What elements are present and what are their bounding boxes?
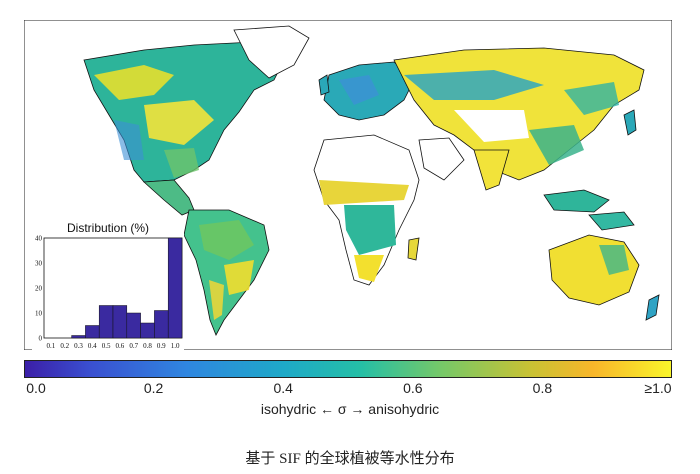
hist-bar [154,310,169,339]
colorbar-tick-label: 0.6 [403,380,423,396]
hist-x-tick-label: 0.4 [88,342,97,350]
hist-bar [140,322,155,339]
hist-y-tick-label: 20 [35,285,43,293]
hist-y-tick-label: 40 [35,235,43,243]
hist-y-tick-label: 0 [39,335,43,343]
hist-x-tick-label: 0.3 [74,342,83,350]
figure-caption: 基于 SIF 的全球植被等水性分布 [245,451,455,467]
hist-bar [167,237,183,339]
hist-x-tick-label: 1.0 [171,342,180,350]
hist-bar [98,305,114,339]
colorbar-tick-label: 0.2 [143,380,164,396]
hist-bar [112,305,128,339]
hist-x-ticks: 0.1 0.2 0.3 0.4 0.5 0.6 0.7 0.8 0.9 1.0 [47,342,180,350]
hist-y-tick-label: 10 [35,310,43,318]
colorbar [24,360,672,378]
hist-x-tick-label: 0.9 [157,342,166,350]
hist-bar [85,325,100,339]
colorbar-label: isohydric ← σ → anisohydric [260,401,440,417]
colorbar-tick-label: 0.4 [273,380,293,396]
hist-y-ticks: 0 10 20 30 40 [35,235,43,343]
hist-x-tick-label: 0.7 [129,342,138,350]
hist-x-tick-label: 0.6 [116,342,125,350]
hist-y-tick-label: 30 [35,260,43,268]
hist-title: Distribution (%) [67,221,149,235]
hist-x-tick-label: 0.5 [102,342,111,350]
hist-x-tick-label: 0.2 [60,342,69,350]
hist-bar [71,335,86,339]
hist-x-tick-label: 0.8 [143,342,152,350]
colorbar-tick-label: 0.8 [532,380,553,396]
colorbar-gradient [24,360,672,378]
colorbar-tick-label: 0.0 [26,380,46,396]
greenland [233,25,310,79]
hist-bar [126,312,141,339]
hist-x-tick-label: 0.1 [47,342,56,350]
hist-bars [71,237,183,339]
colorbar-tick-label: ≥1.0 [644,380,672,396]
